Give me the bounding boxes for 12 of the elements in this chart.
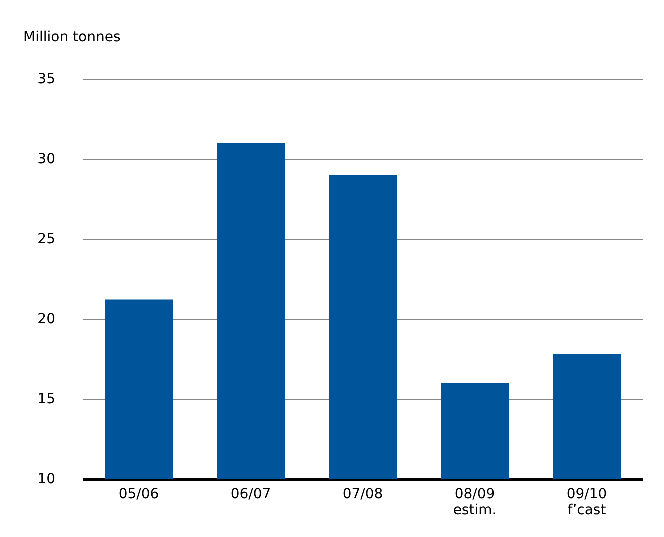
y-tick-label: 15	[38, 392, 56, 408]
y-tick-label: 10	[38, 472, 56, 488]
y-tick-label: 30	[38, 152, 56, 168]
x-tick-label: 07/08	[342, 486, 384, 502]
y-tick-label: 25	[38, 232, 56, 248]
y-tick-label: 20	[38, 312, 56, 328]
x-tick-label: 06/07	[230, 486, 272, 502]
x-tick-label: 05/06	[118, 486, 160, 502]
x-tick-label: 09/10 f’cast	[566, 486, 608, 518]
x-tick-label: 08/09 estim.	[453, 486, 497, 518]
y-tick-label: 35	[38, 72, 56, 88]
y-axis-title: Million tonnes	[24, 30, 121, 46]
